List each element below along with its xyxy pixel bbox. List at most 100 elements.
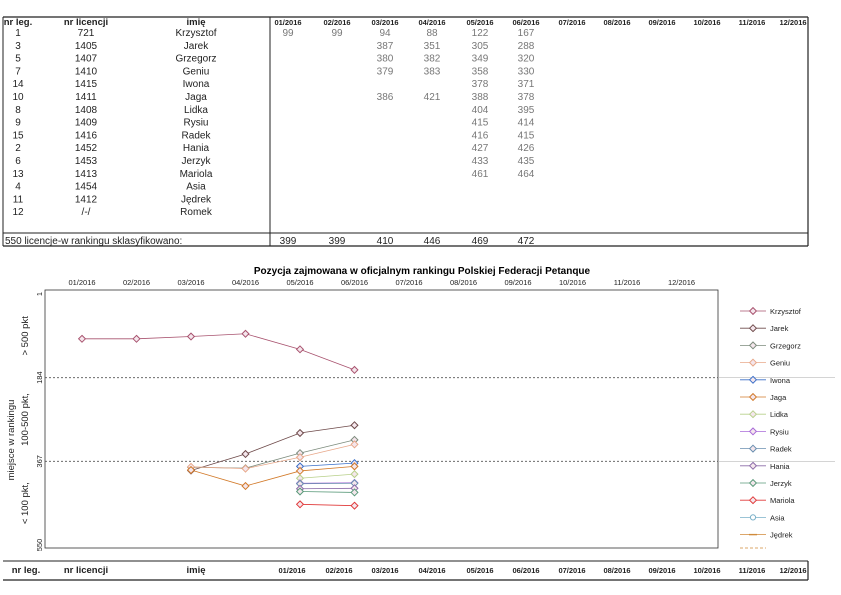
plot-frame xyxy=(44,289,719,549)
data-point-Geniu xyxy=(241,464,250,473)
ranking-table: nr leg. nr licencji imię 01/2016 02/2016 03/2… xyxy=(2,16,809,247)
x-tick-label: 10/2016 xyxy=(559,278,586,287)
footer-header: nr leg. nr licencji imię 01/2016 02/2016 03/2… xyxy=(3,560,809,581)
cell-name: Iwona xyxy=(183,79,210,90)
cell-licence: 1410 xyxy=(75,66,98,77)
legend-label: Jaga xyxy=(770,393,787,402)
cell-month-value: 371 xyxy=(518,79,535,90)
cell-licence: 1416 xyxy=(75,130,98,141)
series-line-Krzysztof xyxy=(82,333,355,371)
cell-leg: 8 xyxy=(15,105,21,116)
col-header-0: nr leg. xyxy=(4,17,33,28)
cell-name: Jerzyk xyxy=(182,156,212,167)
legend-marker xyxy=(748,461,758,470)
legend-marker xyxy=(748,306,758,316)
legend-marker xyxy=(748,375,758,384)
cell-licence: 1454 xyxy=(75,182,98,193)
legend-item: Asia xyxy=(740,513,785,522)
legend-label: Mariola xyxy=(770,496,795,505)
cell-name: Hania xyxy=(183,143,210,154)
cell-leg: 13 xyxy=(12,169,24,180)
cell-month-value: 380 xyxy=(377,54,394,65)
legend-item: Jędrek xyxy=(740,531,793,540)
footer-col-header-9: 07/2016 xyxy=(558,566,585,575)
data-point-Krzysztof xyxy=(350,365,359,375)
cell-leg: 7 xyxy=(15,66,21,77)
cell-month-value: 349 xyxy=(472,54,489,65)
x-tick-label: 05/2016 xyxy=(286,278,313,287)
legend-label: Jarek xyxy=(770,324,789,333)
data-point-Geniu xyxy=(295,453,305,462)
x-tick-label: 11/2016 xyxy=(614,278,641,287)
legend-item: Rysiu xyxy=(740,427,789,436)
cell-month-value: 288 xyxy=(518,41,535,52)
cell-month-value: 435 xyxy=(518,156,535,167)
series-lines xyxy=(82,333,355,507)
series-points xyxy=(77,329,359,510)
footer-col-header-12: 10/2016 xyxy=(693,566,720,575)
footer-col-header-1: nr licencji xyxy=(64,565,108,576)
data-point-Jarek xyxy=(350,421,359,430)
cell-month-value: 351 xyxy=(424,41,441,52)
cell-month-value: 167 xyxy=(518,28,535,39)
y-tick-label: 184 xyxy=(35,371,44,384)
cell-month-value: 382 xyxy=(424,54,441,65)
cell-name: Radek xyxy=(182,130,212,141)
cell-name: Jaga xyxy=(185,92,207,103)
x-tick-labels: 01/2016 02/2016 03/2016 04/2016 05/2016 06/20… xyxy=(68,278,695,287)
series-line-Grzegorz xyxy=(190,439,355,469)
cell-month-value: 464 xyxy=(518,169,535,180)
table-row: 14 1415 Iwona 378 371 xyxy=(12,79,534,90)
threshold-lines xyxy=(45,377,835,462)
col-header-4: 02/2016 xyxy=(323,18,350,27)
cell-licence: 1411 xyxy=(75,92,97,103)
series-line-Mariola xyxy=(299,503,355,507)
cell-month-value: 388 xyxy=(472,92,489,103)
cell-licence: 1412 xyxy=(75,194,98,205)
cell-month-value: 416 xyxy=(472,130,489,141)
data-point-Lidka xyxy=(350,470,359,479)
cell-month-value: 461 xyxy=(472,169,489,180)
x-tick-label: 01/2016 xyxy=(68,278,95,287)
table-row: 6 1453 Jerzyk 433 435 xyxy=(15,156,535,167)
table-row: 10 1411 Jaga 386 421 388 378 xyxy=(12,92,534,103)
table-row: 15 1416 Radek 416 415 xyxy=(12,130,534,141)
cell-month-value: 378 xyxy=(518,92,535,103)
data-point-Geniu xyxy=(350,440,359,449)
table-row: 11 1412 Jędrek xyxy=(13,194,212,205)
cell-month-value: 426 xyxy=(518,143,535,154)
legend-label: Grzegorz xyxy=(770,341,801,350)
data-point-Krzysztof xyxy=(186,332,196,341)
cell-leg: 10 xyxy=(12,92,24,103)
footer-col-header-5: 03/2016 xyxy=(371,566,398,575)
legend-marker xyxy=(748,324,758,333)
col-header-14: 12/2016 xyxy=(779,18,806,27)
cell-leg: 12 xyxy=(12,207,24,218)
legend-item: Iwona xyxy=(740,375,791,385)
legend-label: Jędrek xyxy=(770,531,793,540)
cell-name: Grzegorz xyxy=(175,54,216,65)
legend-item: Jerzyk xyxy=(740,478,792,488)
data-point-Krzysztof xyxy=(295,345,305,354)
cell-month-value: 378 xyxy=(472,79,489,90)
summary-value: 410 xyxy=(377,236,394,247)
legend-item: Grzegorz xyxy=(740,341,801,350)
summary-value: 469 xyxy=(472,236,489,247)
cell-month-value: 383 xyxy=(424,66,441,77)
cell-leg: 3 xyxy=(15,41,21,52)
cell-month-value: 414 xyxy=(518,118,535,129)
y-tick-label: 1 xyxy=(35,292,44,296)
table-row: 4 1454 Asia xyxy=(15,182,206,193)
series-line-Geniu xyxy=(190,444,355,470)
x-tick-label: 09/2016 xyxy=(504,278,531,287)
data-point-Jaga xyxy=(295,466,305,476)
legend-label: Jerzyk xyxy=(770,479,792,488)
x-tick-label: 03/2016 xyxy=(177,278,204,287)
cell-month-value: 330 xyxy=(518,66,535,77)
table-summary-row: 550 licencje-w rankingu sklasyfikowano: … xyxy=(5,236,535,247)
col-header-13: 11/2016 xyxy=(739,18,766,27)
data-point-Krzysztof xyxy=(132,334,141,343)
footer-col-header-8: 06/2016 xyxy=(512,566,539,575)
table-row: 5 1407 Grzegorz 380 382 349 320 xyxy=(15,54,535,65)
